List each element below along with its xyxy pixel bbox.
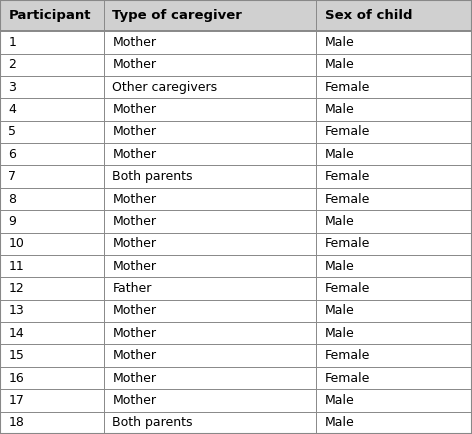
Text: 13: 13 <box>8 304 24 317</box>
Text: Female: Female <box>325 349 370 362</box>
Text: 17: 17 <box>8 394 25 407</box>
Text: Mother: Mother <box>112 193 156 206</box>
Text: Mother: Mother <box>112 148 156 161</box>
Text: 15: 15 <box>8 349 25 362</box>
Text: Female: Female <box>325 125 370 138</box>
Text: Male: Male <box>325 58 354 71</box>
Text: Mother: Mother <box>112 237 156 250</box>
Text: 16: 16 <box>8 372 24 385</box>
Text: 10: 10 <box>8 237 25 250</box>
Text: 6: 6 <box>8 148 17 161</box>
Text: 14: 14 <box>8 327 24 340</box>
Text: Female: Female <box>325 282 370 295</box>
Text: 7: 7 <box>8 170 17 183</box>
Bar <box>0 0 472 31</box>
Bar <box>0 76 472 99</box>
Text: Male: Male <box>325 103 354 116</box>
Bar <box>0 255 472 277</box>
Text: Mother: Mother <box>112 327 156 340</box>
Text: Mother: Mother <box>112 103 156 116</box>
Text: Mother: Mother <box>112 394 156 407</box>
Text: Mother: Mother <box>112 260 156 273</box>
Text: 4: 4 <box>8 103 17 116</box>
Text: Participant: Participant <box>8 9 91 22</box>
Bar <box>0 99 472 121</box>
Text: Father: Father <box>112 282 152 295</box>
Text: Female: Female <box>325 81 370 94</box>
Text: 3: 3 <box>8 81 17 94</box>
Text: Male: Male <box>325 416 354 429</box>
Text: Male: Male <box>325 327 354 340</box>
Text: 9: 9 <box>8 215 17 228</box>
Text: 5: 5 <box>8 125 17 138</box>
Bar <box>0 233 472 255</box>
Text: Female: Female <box>325 237 370 250</box>
Text: Mother: Mother <box>112 349 156 362</box>
Text: Other caregivers: Other caregivers <box>112 81 218 94</box>
Text: Male: Male <box>325 304 354 317</box>
Text: 2: 2 <box>8 58 17 71</box>
Bar <box>0 143 472 165</box>
Text: 1: 1 <box>8 36 17 49</box>
Text: Mother: Mother <box>112 58 156 71</box>
Text: Male: Male <box>325 148 354 161</box>
Text: Male: Male <box>325 260 354 273</box>
Text: Male: Male <box>325 215 354 228</box>
Bar <box>0 54 472 76</box>
Bar <box>0 210 472 233</box>
Bar <box>0 322 472 345</box>
Text: Male: Male <box>325 394 354 407</box>
Text: 11: 11 <box>8 260 24 273</box>
Text: Mother: Mother <box>112 36 156 49</box>
Text: Female: Female <box>325 170 370 183</box>
Text: 18: 18 <box>8 416 25 429</box>
Bar <box>0 31 472 54</box>
Text: Both parents: Both parents <box>112 170 193 183</box>
Text: Mother: Mother <box>112 304 156 317</box>
Text: 8: 8 <box>8 193 17 206</box>
Text: 12: 12 <box>8 282 24 295</box>
Bar <box>0 300 472 322</box>
Bar <box>0 277 472 300</box>
Bar <box>0 121 472 143</box>
Text: Type of caregiver: Type of caregiver <box>112 9 242 22</box>
Text: Mother: Mother <box>112 372 156 385</box>
Text: Sex of child: Sex of child <box>325 9 412 22</box>
Bar <box>0 367 472 389</box>
Bar <box>0 188 472 210</box>
Text: Male: Male <box>325 36 354 49</box>
Bar <box>0 345 472 367</box>
Text: Mother: Mother <box>112 125 156 138</box>
Text: Female: Female <box>325 372 370 385</box>
Text: Mother: Mother <box>112 215 156 228</box>
Bar <box>0 411 472 434</box>
Bar <box>0 389 472 411</box>
Bar <box>0 165 472 188</box>
Text: Female: Female <box>325 193 370 206</box>
Text: Both parents: Both parents <box>112 416 193 429</box>
